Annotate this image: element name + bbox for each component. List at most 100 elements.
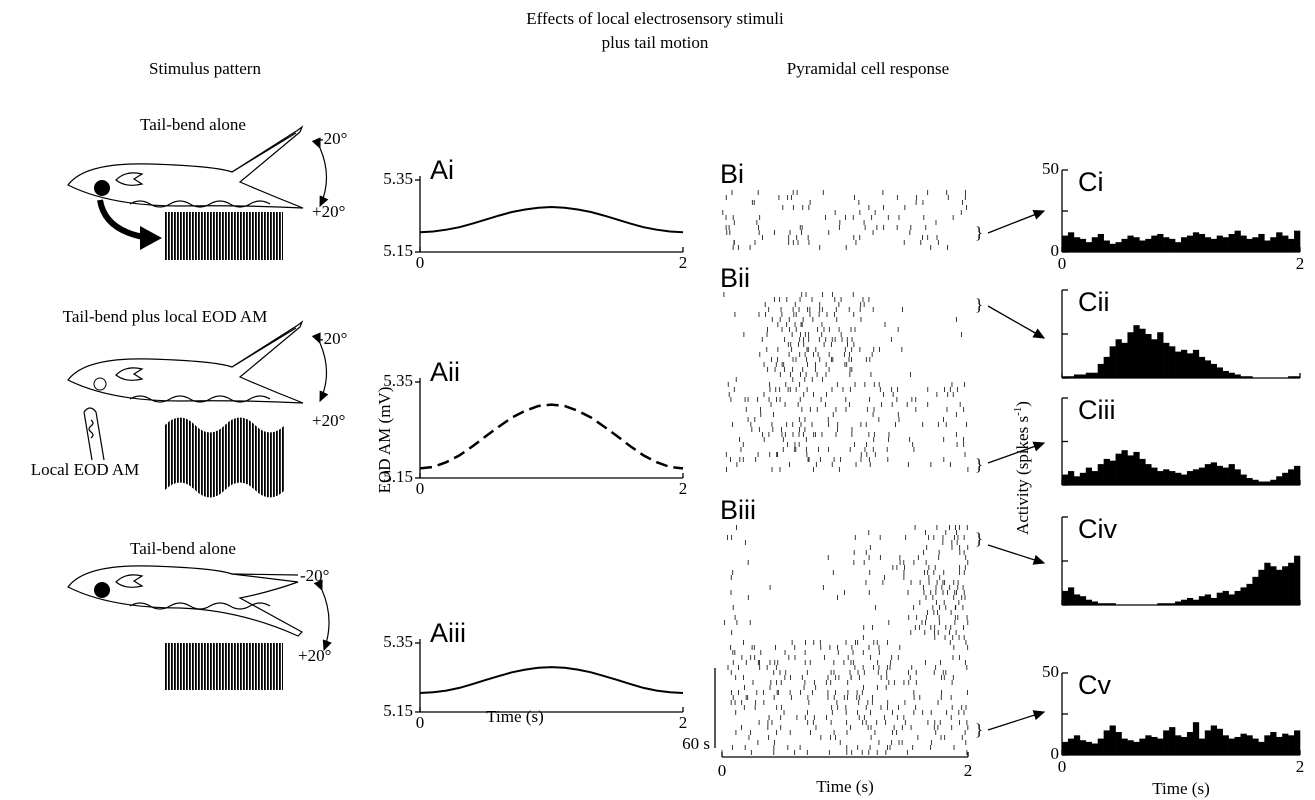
histogram-bar (1264, 735, 1271, 755)
histogram-bar (1192, 232, 1200, 252)
histogram-bar (1246, 238, 1253, 252)
x-tick-label: 2 (1296, 254, 1305, 273)
histogram-bar (1222, 237, 1229, 252)
x-tick-label: 0 (1058, 254, 1067, 273)
histogram-bar (1186, 597, 1194, 605)
histogram-bar (1073, 374, 1081, 378)
histogram-bar (1288, 238, 1295, 252)
histogram-bar (1246, 376, 1253, 378)
histogram-bar (1181, 474, 1188, 485)
histogram-bar (1103, 240, 1110, 252)
y-tick-label: 5.35 (383, 632, 413, 651)
histogram-bar (1228, 233, 1235, 252)
fish-diagram: Tail-bend alone -20° +20° (67, 539, 332, 690)
histogram-bar (1246, 583, 1253, 605)
histogram-bar (1103, 730, 1110, 755)
histogram-bar (1062, 741, 1069, 755)
y-tick-label: 5.15 (383, 701, 413, 720)
panel-label: Cii (1078, 287, 1110, 317)
histogram-bar (1085, 467, 1093, 485)
histogram-bar (1175, 242, 1182, 252)
histogram-bar (1151, 736, 1158, 755)
histogram-bar (1163, 342, 1170, 378)
histogram-bar (1097, 233, 1104, 252)
histogram-bar (1252, 479, 1259, 485)
stimulus-label: Tail-bend alone (140, 115, 246, 134)
histogram-bar (1198, 233, 1206, 252)
histogram-bar (1091, 601, 1098, 605)
panel-label: Bii (720, 263, 750, 293)
histogram-bar (1103, 603, 1110, 605)
histogram-bar (1270, 732, 1277, 755)
histogram-bar (1169, 603, 1176, 605)
histogram-bar (1157, 603, 1164, 605)
histogram-bar (1103, 356, 1110, 378)
x-tick-label: 0 (718, 761, 727, 780)
histogram-bar (1109, 346, 1116, 378)
histogram-bar (1181, 736, 1188, 755)
histogram-bar (1169, 727, 1176, 755)
histogram-bar (1139, 738, 1146, 755)
histogram-bar (1157, 471, 1164, 485)
histogram-bar (1115, 453, 1122, 485)
histogram-bar (1145, 735, 1152, 755)
histogram-bar (1252, 237, 1259, 252)
histogram-bar (1127, 455, 1134, 485)
histogram-bar (1073, 594, 1081, 605)
stimulus-label: Tail-bend plus local EOD AM (63, 307, 268, 326)
histogram-bar (1169, 471, 1176, 485)
x-tick-label: 0 (416, 253, 425, 272)
histogram-bar (1270, 237, 1277, 252)
histogram-bar (1240, 235, 1247, 252)
x-tick-label: 2 (679, 479, 688, 498)
histogram-bar (1163, 237, 1170, 252)
histogram-bar (1127, 740, 1134, 755)
histogram-bar (1294, 730, 1301, 755)
histogram-bar (1192, 469, 1200, 485)
histogram-bar (1198, 738, 1206, 755)
histogram-bar (1204, 464, 1212, 485)
histogram-bar (1067, 587, 1075, 605)
svg-text:}: } (975, 295, 983, 314)
histogram-bar (1186, 471, 1194, 485)
histogram-bar (1073, 735, 1081, 755)
histogram-bar (1204, 237, 1212, 252)
histogram-bar (1169, 238, 1176, 252)
histogram-bar (1192, 599, 1200, 605)
histogram-bar (1079, 472, 1087, 485)
histogram-bar (1073, 476, 1081, 485)
histogram-bar (1210, 462, 1217, 485)
histogram-bar (1175, 472, 1182, 485)
histogram-bar (1282, 235, 1289, 252)
y-axis-label: EOD AM (mV) (375, 387, 394, 494)
histogram-bar (1091, 237, 1098, 252)
histogram-bar (1127, 235, 1134, 252)
histogram-bar (1067, 232, 1075, 252)
column-heading: Stimulus pattern (149, 59, 261, 78)
fish-diagram: Tail-bend plus local EOD AM -20° +20° Lo… (31, 307, 347, 498)
svg-text:}: } (975, 720, 983, 739)
y-tick-label: 0 (1051, 241, 1060, 260)
histogram-bar (1222, 590, 1229, 605)
histogram-bar (1139, 458, 1146, 485)
y-tick-label: 5.35 (383, 169, 413, 188)
histogram-bar (1121, 342, 1128, 378)
histogram-bar (1151, 339, 1158, 378)
histogram-bar (1062, 376, 1069, 378)
histogram-bar (1175, 351, 1182, 378)
histogram-bar (1062, 235, 1069, 252)
histogram-bar (1210, 238, 1217, 252)
histogram-bar (1085, 242, 1093, 252)
histogram-bar (1079, 740, 1087, 755)
histogram-bar (1204, 730, 1212, 755)
y-axis-label-part: -1 (1012, 407, 1024, 416)
histogram-bar (1062, 590, 1069, 605)
histogram-bar (1216, 728, 1223, 755)
histogram-bar (1234, 469, 1241, 485)
histogram-bar (1264, 481, 1271, 485)
title-line: Effects of local electrosensory stimuli (526, 9, 784, 28)
panel-label: Cv (1078, 670, 1111, 700)
fish-diagram: Tail-bend alone -20° +20° (67, 115, 347, 260)
histogram-bar (1085, 599, 1093, 605)
